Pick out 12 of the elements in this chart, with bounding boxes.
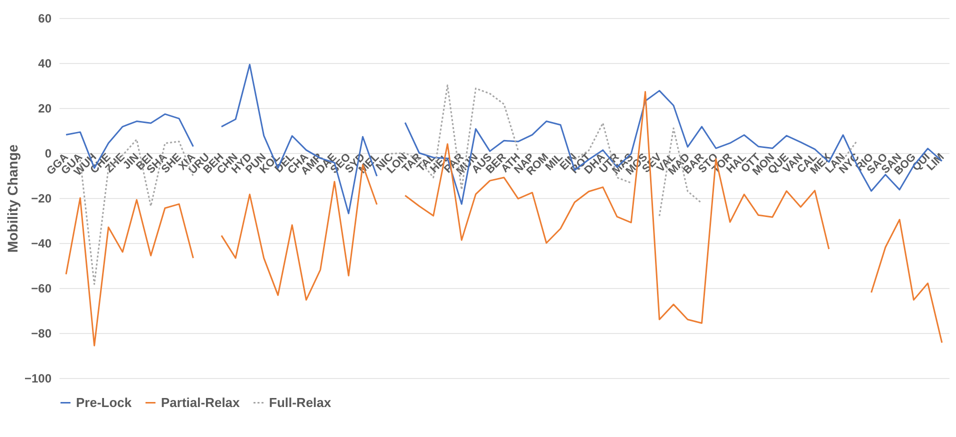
legend-label: Pre-Lock [76,394,132,410]
y-tick-label: −80 [31,326,52,340]
y-tick-label: −60 [31,282,52,296]
y-tick-label: 40 [38,56,52,70]
y-axis-title: Mobility Change [4,144,20,253]
y-tick-label: −100 [24,372,52,386]
legend-label: Full-Relax [269,394,332,410]
y-tick-label: −20 [31,192,52,206]
y-tick-label: 20 [38,102,52,116]
y-tick-label: 60 [38,12,52,26]
y-tick-label: −40 [31,236,52,250]
legend-label: Partial-Relax [161,394,241,410]
